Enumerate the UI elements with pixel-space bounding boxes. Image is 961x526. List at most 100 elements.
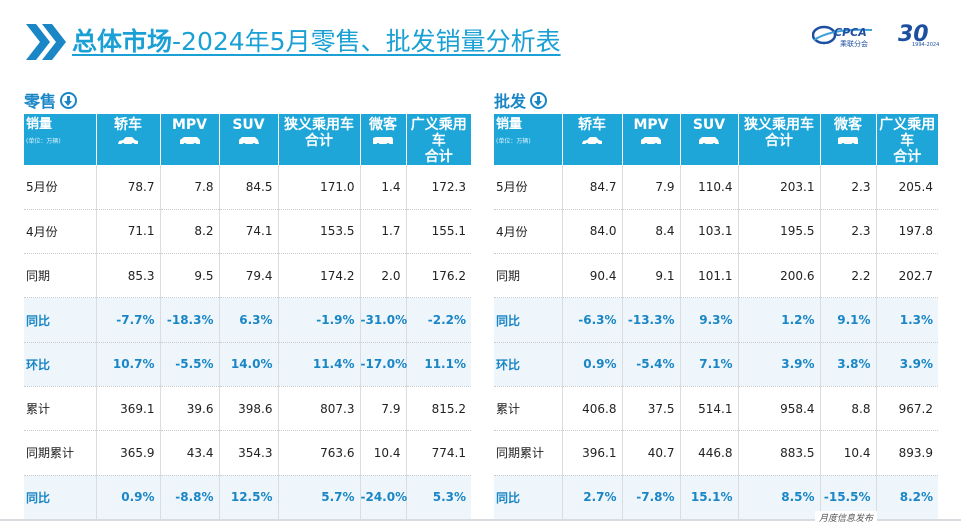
cell: -1.9%: [278, 297, 361, 343]
table-row: 同比 0.9% -8.8% 12.5% 5.7% -24.0% 5.3%: [24, 475, 471, 520]
cell: 8.8: [820, 386, 877, 432]
table-row: 5月份 84.7 7.9 110.4 203.1 2.3 205.4: [494, 165, 938, 210]
sedan-icon: [118, 137, 138, 146]
retail-panel: 零售 销量 (单位：万辆) 轿车 MPV SUV 狭义乘用车 合计 微客 广义乘用车…: [24, 86, 471, 520]
table-row: 环比 0.9% -5.4% 7.1% 3.9% 3.8% 3.9%: [494, 342, 938, 387]
cell: -13.3%: [622, 297, 681, 343]
table-row: 4月份 71.1 8.2 74.1 153.5 1.7 155.1: [24, 209, 471, 255]
cell: 883.5: [738, 430, 821, 476]
cell: 79.4: [219, 253, 279, 299]
retail-title: 零售: [24, 86, 471, 114]
header-suv: SUV: [680, 114, 739, 165]
cell: 2.7%: [562, 475, 623, 520]
cell: 84.5: [219, 165, 279, 210]
minivan-icon: [838, 137, 858, 146]
cell: 155.1: [406, 209, 471, 255]
cell: 197.8: [876, 209, 938, 255]
cpca-swoosh-icon: [812, 25, 873, 45]
header-broad-total: 广义乘用车 合计: [406, 114, 471, 165]
cell: 8.4: [622, 209, 681, 255]
cell: 85.3: [96, 253, 161, 299]
cell: -7.8%: [622, 475, 681, 520]
cell: 7.9: [622, 165, 681, 210]
cell: 9.5: [160, 253, 220, 299]
cell: 0.9%: [562, 342, 623, 387]
table-header-row: 销量 (单位：万辆) 轿车 MPV SUV 狭义乘用车 合计 微客 广义乘用车 合计: [24, 114, 471, 165]
cell: 202.7: [876, 253, 938, 299]
cell: 7.8: [160, 165, 220, 210]
header-minivan: 微客: [820, 114, 877, 165]
cell: -31.0%: [360, 297, 407, 343]
cell: 110.4: [680, 165, 739, 210]
wholesale-panel: 批发 销量 (单位：万辆) 轿车 MPV SUV 狭义乘用车 合计 微客 广义乘用车…: [494, 86, 938, 520]
table-row: 同期 90.4 9.1 101.1 200.6 2.2 202.7: [494, 253, 938, 299]
table-row: 4月份 84.0 8.4 103.1 195.5 2.3 197.8: [494, 209, 938, 255]
row-label: 同期累计: [24, 430, 97, 476]
page-title: 总体市场-2024年5月零售、批发销量分析表: [72, 27, 561, 56]
header-mpv: MPV: [160, 114, 220, 165]
cell: 763.6: [278, 430, 361, 476]
header-sales: 销量 (单位：万辆): [494, 114, 563, 165]
cell: 71.1: [96, 209, 161, 255]
cell: -17.0%: [360, 342, 407, 387]
cell: 78.7: [96, 165, 161, 210]
sedan-icon: [582, 137, 602, 146]
cell: 3.9%: [738, 342, 821, 387]
cell: 893.9: [876, 430, 938, 476]
cell: 10.7%: [96, 342, 161, 387]
cell: 11.1%: [406, 342, 471, 387]
row-label: 累计: [494, 386, 563, 432]
table-row: 累计 406.8 37.5 514.1 958.4 8.8 967.2: [494, 386, 938, 432]
cell: 406.8: [562, 386, 623, 432]
cell: 8.2%: [876, 475, 938, 520]
table-row: 累计 369.1 39.6 398.6 807.3 7.9 815.2: [24, 386, 471, 432]
row-label: 同期累计: [494, 430, 563, 476]
retail-table: 销量 (单位：万辆) 轿车 MPV SUV 狭义乘用车 合计 微客 广义乘用车 合计 …: [24, 114, 471, 520]
cell: -6.3%: [562, 297, 623, 343]
cell: 10.4: [360, 430, 407, 476]
minivan-icon: [373, 137, 393, 146]
cell: -18.3%: [160, 297, 220, 343]
header-minivan: 微客: [360, 114, 407, 165]
cell: 14.0%: [219, 342, 279, 387]
cell: 967.2: [876, 386, 938, 432]
cpca-logo: CPCA 乘联分会 30 1994-2024: [812, 22, 952, 52]
cell: 1.3%: [876, 297, 938, 343]
cell: 9.1: [622, 253, 681, 299]
row-label: 4月份: [24, 209, 97, 255]
double-chevron-right-icon: [26, 24, 66, 60]
cell: 1.7: [360, 209, 407, 255]
cell: 8.5%: [738, 475, 821, 520]
suv-icon: [699, 137, 719, 146]
row-label: 4月份: [494, 209, 563, 255]
cell: 365.9: [96, 430, 161, 476]
cell: 3.8%: [820, 342, 877, 387]
cell: 1.2%: [738, 297, 821, 343]
cell: 153.5: [278, 209, 361, 255]
header-sedan: 轿车: [96, 114, 161, 165]
suv-icon: [238, 137, 259, 146]
table-row: 同比 -6.3% -13.3% 9.3% 1.2% 9.1% 1.3%: [494, 297, 938, 343]
row-label: 环比: [24, 342, 97, 387]
footer-divider: [0, 519, 961, 521]
cell: 205.4: [876, 165, 938, 210]
table-header-row: 销量 (单位：万辆) 轿车 MPV SUV 狭义乘用车 合计 微客 广义乘用车 合计: [494, 114, 938, 165]
cell: 176.2: [406, 253, 471, 299]
wholesale-title: 批发: [494, 86, 938, 114]
mpv-icon: [641, 137, 661, 146]
cell: -7.7%: [96, 297, 161, 343]
cell: 15.1%: [680, 475, 739, 520]
row-label: 同期: [494, 253, 563, 299]
cell: 10.4: [820, 430, 877, 476]
cell: -5.5%: [160, 342, 220, 387]
arrow-down-circle-icon: [530, 91, 548, 109]
cell: 174.2: [278, 253, 361, 299]
cell: 172.3: [406, 165, 471, 210]
cell: 2.2: [820, 253, 877, 299]
cell: 2.0: [360, 253, 407, 299]
header-broad-total: 广义乘用车 合计: [876, 114, 938, 165]
table-row: 同比 -7.7% -18.3% 6.3% -1.9% -31.0% -2.2%: [24, 297, 471, 343]
cell: 203.1: [738, 165, 821, 210]
cell: 43.4: [160, 430, 220, 476]
cell: 1.4: [360, 165, 407, 210]
